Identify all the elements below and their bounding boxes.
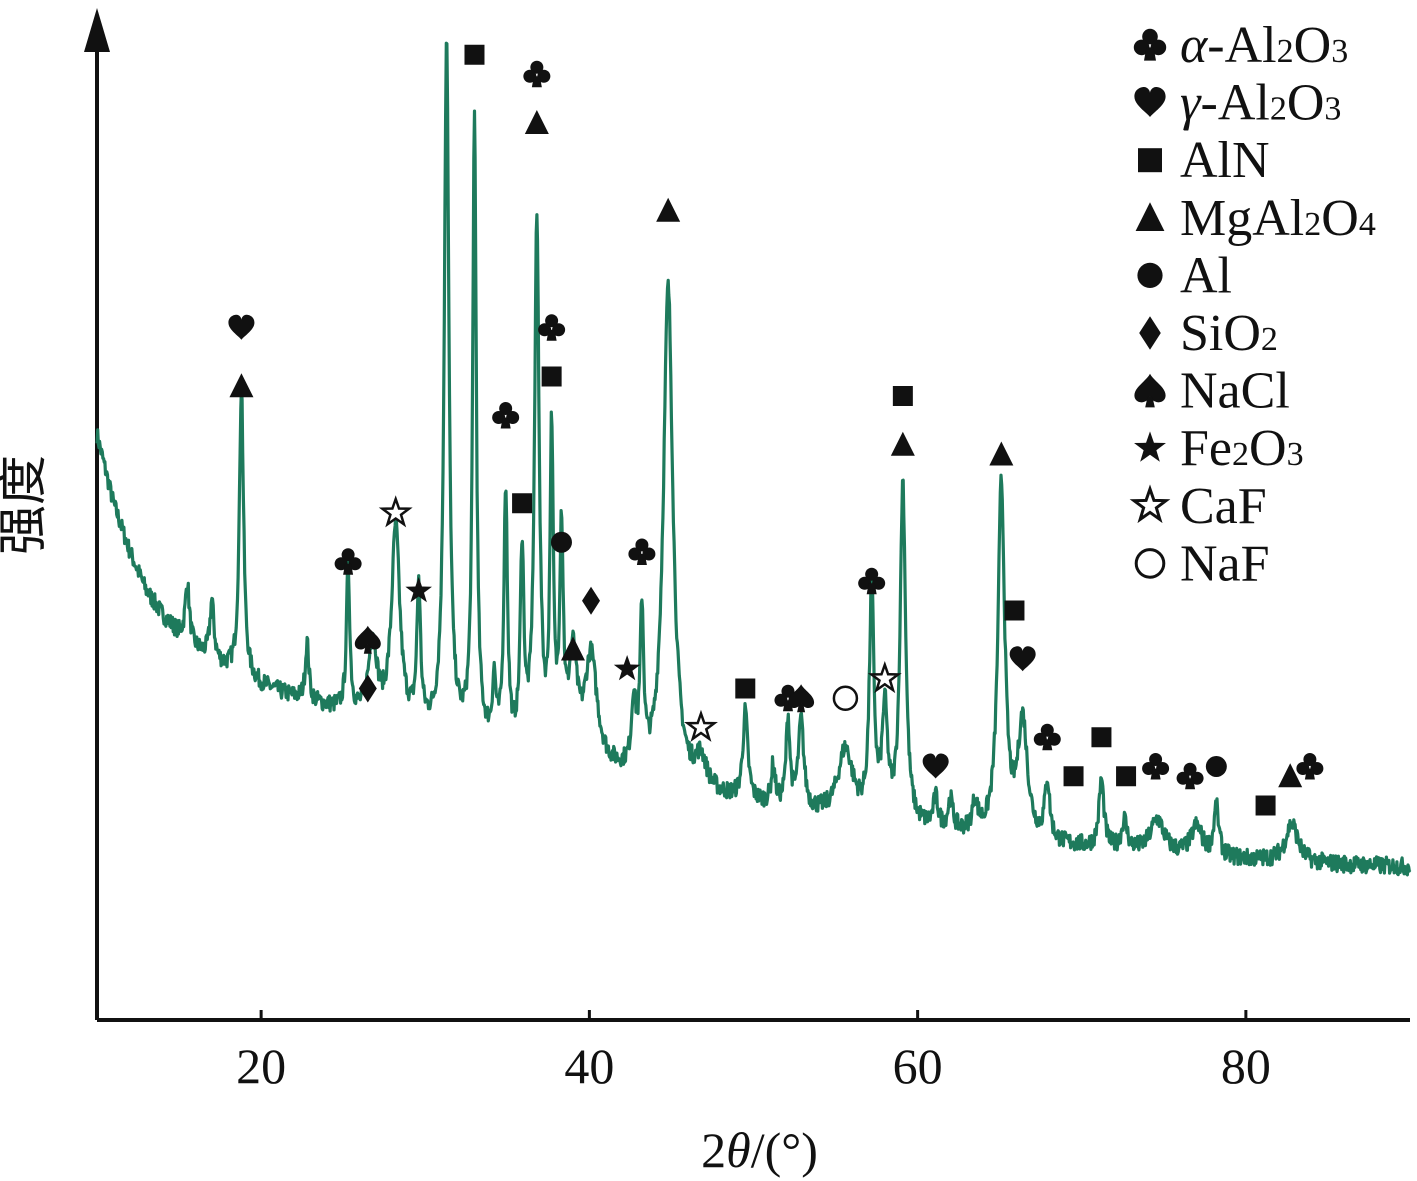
legend-label: MgAl2O4 — [1180, 190, 1376, 247]
legend-label: Fe2O3 — [1180, 420, 1304, 477]
phase-marker-diamond — [582, 586, 601, 615]
phase-marker-square — [1255, 795, 1276, 816]
phase-marker-square — [735, 678, 756, 699]
phase-marker-star-open — [686, 712, 716, 741]
phase-marker-club — [538, 314, 566, 341]
phase-marker-heart — [922, 753, 949, 779]
phase-marker-square — [541, 366, 562, 387]
phase-marker-triangle — [229, 373, 254, 398]
legend: α-Al2O3γ-Al2O3AlNMgAl2O4AlSiO2NaClFe2O3C… — [1132, 17, 1376, 592]
phase-marker-circle — [550, 531, 572, 553]
legend-item: NaCl — [1134, 363, 1290, 420]
phase-marker-triangle — [524, 110, 549, 134]
phase-marker-club — [492, 402, 520, 429]
legend-label: NaCl — [1180, 363, 1290, 420]
phase-annotations — [228, 44, 1324, 816]
phase-marker-spade — [354, 625, 381, 654]
y-axis-title: 强度 — [0, 455, 51, 555]
phase-marker-club — [1142, 753, 1170, 780]
phase-marker-square — [1063, 766, 1084, 787]
legend-label: CaF — [1180, 478, 1267, 535]
legend-symbol-triangle — [1135, 202, 1165, 232]
phase-marker-square — [1091, 727, 1112, 748]
legend-item: γ-Al2O3 — [1134, 75, 1341, 132]
legend-label: NaF — [1180, 535, 1270, 592]
phase-marker-triangle — [989, 441, 1014, 466]
legend-label: AlN — [1180, 132, 1270, 189]
legend-label: Al — [1180, 247, 1232, 304]
legend-symbol-star-open — [1132, 487, 1168, 521]
legend-symbol-circle-open — [1134, 548, 1166, 579]
legend-item: α-Al2O3 — [1133, 17, 1348, 74]
phase-marker-square — [1004, 600, 1025, 621]
phase-marker-club — [628, 538, 656, 565]
legend-label: γ-Al2O3 — [1180, 75, 1341, 132]
xrd-trace — [95, 41, 1412, 877]
legend-label: α-Al2O3 — [1180, 17, 1348, 74]
phase-marker-star — [613, 655, 641, 681]
legend-item: NaF — [1134, 535, 1270, 592]
legend-item: Al — [1137, 247, 1232, 304]
phase-marker-heart — [228, 314, 255, 340]
x-tick-label: 20 — [236, 1038, 286, 1094]
legend-symbol-heart — [1134, 87, 1166, 117]
legend-item: CaF — [1132, 478, 1267, 535]
legend-item: SiO2 — [1139, 305, 1278, 362]
phase-marker-square — [1116, 766, 1137, 787]
legend-symbol-spade — [1134, 373, 1166, 408]
legend-item: Fe2O3 — [1134, 420, 1304, 477]
x-axis-title: 2θ/(°) — [701, 1122, 818, 1178]
phase-marker-square — [464, 44, 485, 65]
legend-label: SiO2 — [1180, 305, 1278, 362]
phase-marker-club — [1296, 753, 1324, 780]
legend-symbol-circle — [1137, 262, 1163, 288]
legend-symbol-club — [1133, 28, 1167, 61]
legend-symbol-square — [1138, 148, 1162, 173]
phase-marker-square — [512, 493, 533, 514]
x-tick-label: 60 — [893, 1038, 943, 1094]
legend-symbol-diamond — [1139, 316, 1161, 350]
phase-marker-square — [892, 386, 913, 406]
series — [95, 41, 1412, 877]
phase-marker-circle — [1205, 756, 1227, 777]
legend-item: MgAl2O4 — [1135, 190, 1376, 247]
phase-marker-triangle — [656, 197, 681, 222]
phase-marker-club — [1033, 723, 1061, 751]
y-axis-arrow — [84, 8, 110, 52]
phase-marker-circle-open — [832, 685, 859, 711]
x-tick-label: 40 — [564, 1038, 614, 1094]
x-tick-label: 80 — [1221, 1038, 1271, 1094]
phase-marker-triangle — [890, 431, 915, 456]
x-ticks: 20 40 60 80 — [236, 1010, 1271, 1094]
legend-item: AlN — [1138, 132, 1270, 189]
legend-symbol-star — [1134, 431, 1166, 462]
axis-titles: 2θ/(°) 强度 — [0, 455, 818, 1178]
phase-marker-heart — [1009, 646, 1036, 672]
phase-marker-club — [1176, 762, 1204, 790]
phase-marker-club — [523, 60, 551, 88]
axes — [84, 8, 1410, 1022]
